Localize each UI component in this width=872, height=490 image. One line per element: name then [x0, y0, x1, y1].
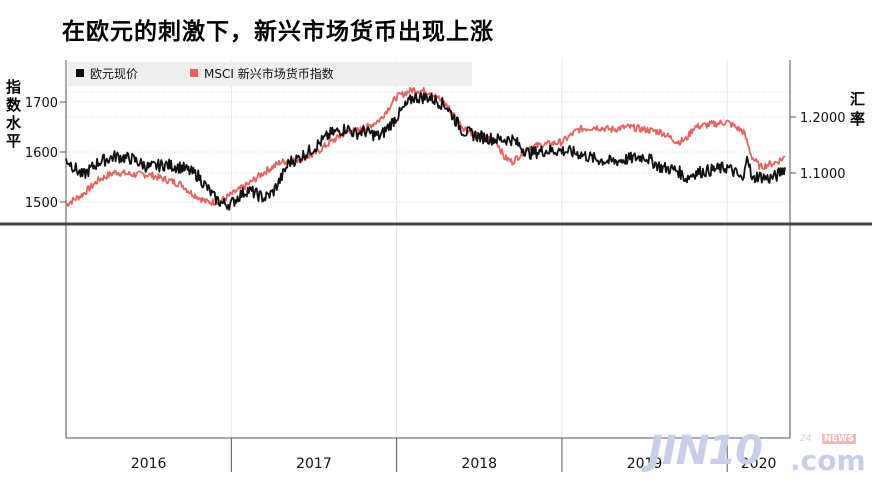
x-tick-label: 2020 [741, 456, 777, 472]
left-axis-title: 指 数 水 平 [6, 78, 22, 150]
legend-background [68, 62, 472, 86]
legend: 欧元现价 MSCI 新兴市场货币指数 [68, 62, 472, 86]
right-tick-label: 1.2000 [800, 111, 846, 126]
x-tick-label: 2016 [131, 456, 167, 472]
legend-label-euro: 欧元现价 [90, 67, 138, 81]
watermark-logo: JIN10 [648, 428, 763, 474]
left-axis-title-char: 水 [6, 114, 22, 132]
series-layer [65, 86, 786, 211]
legend-label-msci: MSCI 新兴市场货币指数 [204, 66, 334, 81]
chart-title: 在欧元的刺激下，新兴市场货币出现上涨 [62, 19, 494, 45]
watermark-badge-num: 24 [800, 434, 812, 444]
left-tick-label: 1500 [25, 196, 58, 211]
left-axis-title-char: 平 [6, 132, 21, 150]
left-tick-label: 1700 [25, 96, 58, 111]
right-axis-title-char: 汇 [850, 90, 865, 108]
watermark-badge: NEWS [822, 434, 857, 444]
watermark-domain: .com [790, 444, 866, 477]
right-tick-label: 1.1000 [800, 167, 846, 182]
x-tick-label: 2019 [627, 456, 663, 472]
tick-layer: 1500 1600 1700 1.1000 1.2000 2016 2017 2018 2019… [25, 96, 846, 472]
left-axis-title-char: 指 [6, 78, 21, 96]
grid [66, 60, 790, 438]
x-tick-label: 2018 [461, 456, 497, 472]
x-tick-label: 2017 [296, 456, 332, 472]
left-axis-title-char: 数 [6, 96, 22, 114]
left-tick-label: 1600 [25, 146, 58, 161]
right-axis-title: 汇 率 [850, 90, 865, 128]
series-line-euro [65, 91, 786, 211]
legend-swatch-euro [76, 69, 84, 77]
legend-swatch-msci [190, 69, 198, 77]
series-line-msci [65, 86, 786, 207]
right-axis-title-char: 率 [850, 110, 865, 128]
